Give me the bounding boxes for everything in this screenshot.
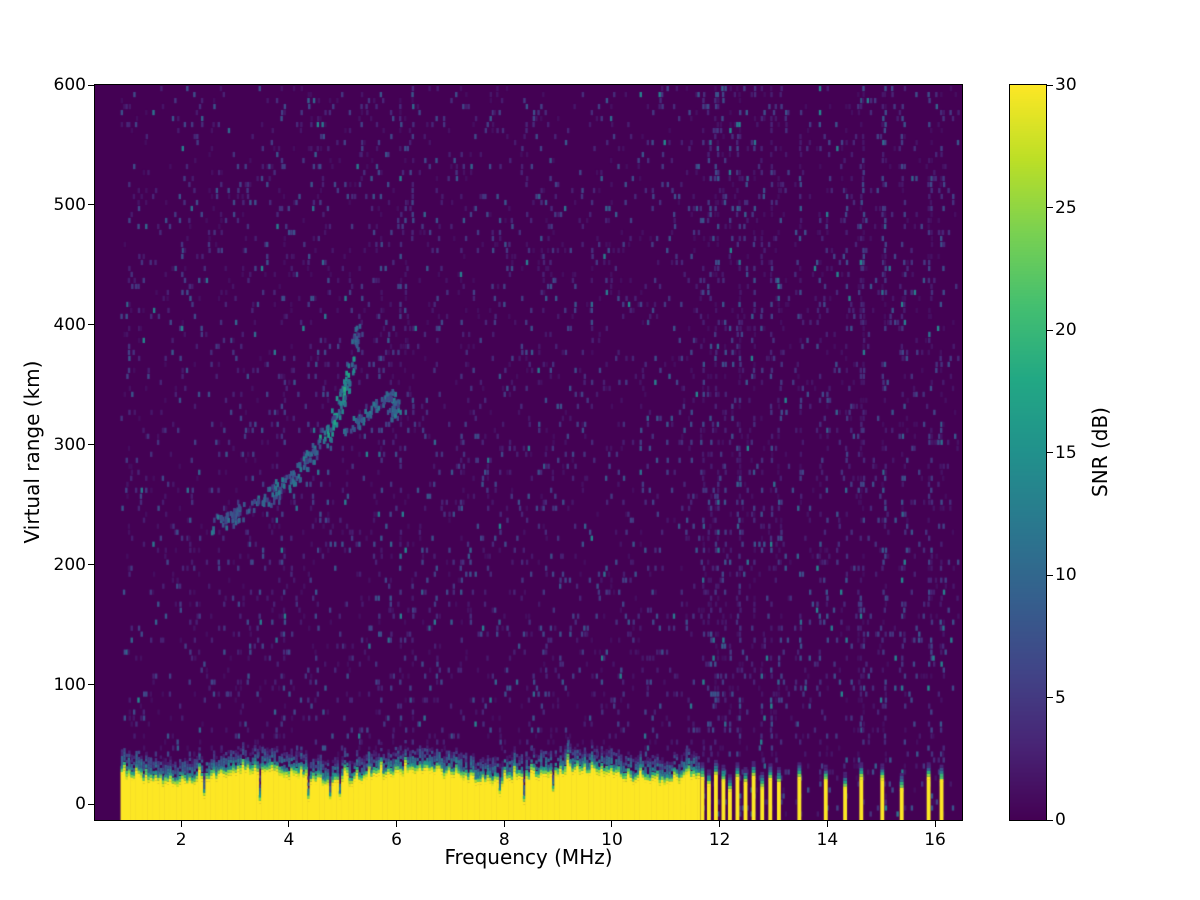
colorbar-tick-mark-10 bbox=[1047, 574, 1053, 576]
y-tick-label-300: 300 bbox=[53, 434, 86, 455]
colorbar-tick-label-10: 10 bbox=[1055, 565, 1077, 585]
x-tick-mark-8 bbox=[503, 821, 505, 827]
plot-area bbox=[94, 84, 963, 821]
colorbar-tick-label-15: 15 bbox=[1055, 442, 1077, 463]
y-tick-mark-400 bbox=[88, 324, 94, 326]
colorbar-tick-label-30: 30 bbox=[1055, 75, 1077, 95]
colorbar-tick-mark-25 bbox=[1047, 207, 1053, 208]
x-tick-label-12: 12 bbox=[708, 830, 731, 850]
y-tick-mark-300 bbox=[88, 444, 94, 446]
y-tick-label-200: 200 bbox=[53, 554, 86, 575]
y-tick-label-100: 100 bbox=[53, 674, 86, 695]
y-tick-mark-0 bbox=[88, 803, 94, 805]
x-tick-mark-2 bbox=[180, 821, 182, 827]
x-axis-label: Frequency (MHz) bbox=[444, 845, 613, 869]
x-tick-label-8: 8 bbox=[498, 830, 510, 850]
y-tick-label-400: 400 bbox=[53, 314, 86, 335]
x-tick-label-4: 4 bbox=[283, 830, 295, 850]
colorbar-tick-label-20: 20 bbox=[1055, 320, 1077, 340]
colorbar-tick-mark-0 bbox=[1047, 819, 1053, 821]
x-tick-label-16: 16 bbox=[924, 830, 946, 850]
colorbar-tick-label-5: 5 bbox=[1055, 687, 1066, 708]
x-tick-label-14: 14 bbox=[816, 830, 839, 850]
x-tick-label-6: 6 bbox=[391, 830, 402, 850]
y-tick-mark-600 bbox=[88, 84, 94, 86]
colorbar-tick-mark-20 bbox=[1047, 329, 1053, 331]
y-tick-mark-100 bbox=[88, 684, 94, 685]
x-tick-mark-12 bbox=[719, 821, 721, 827]
ionogram-heatmap-canvas bbox=[95, 85, 962, 820]
colorbar-tick-mark-5 bbox=[1047, 697, 1053, 698]
x-tick-mark-16 bbox=[934, 821, 936, 827]
x-tick-mark-4 bbox=[288, 821, 290, 827]
y-tick-mark-200 bbox=[88, 564, 94, 566]
y-tick-label-500: 500 bbox=[53, 194, 86, 215]
y-tick-label-600: 600 bbox=[53, 75, 86, 95]
colorbar-tick-label-0: 0 bbox=[1055, 810, 1066, 830]
colorbar-tick-label-25: 25 bbox=[1055, 197, 1077, 218]
x-tick-mark-6 bbox=[396, 821, 398, 827]
x-tick-mark-14 bbox=[826, 821, 828, 827]
y-tick-mark-500 bbox=[88, 204, 94, 206]
x-tick-label-2: 2 bbox=[175, 830, 187, 850]
x-tick-label-10: 10 bbox=[601, 830, 623, 850]
colorbar bbox=[1009, 84, 1047, 821]
colorbar-tick-mark-15 bbox=[1047, 452, 1053, 453]
colorbar-gradient-canvas bbox=[1010, 85, 1046, 820]
colorbar-tick-mark-30 bbox=[1047, 84, 1053, 86]
x-tick-mark-10 bbox=[611, 821, 613, 827]
y-tick-label-0: 0 bbox=[75, 794, 86, 815]
